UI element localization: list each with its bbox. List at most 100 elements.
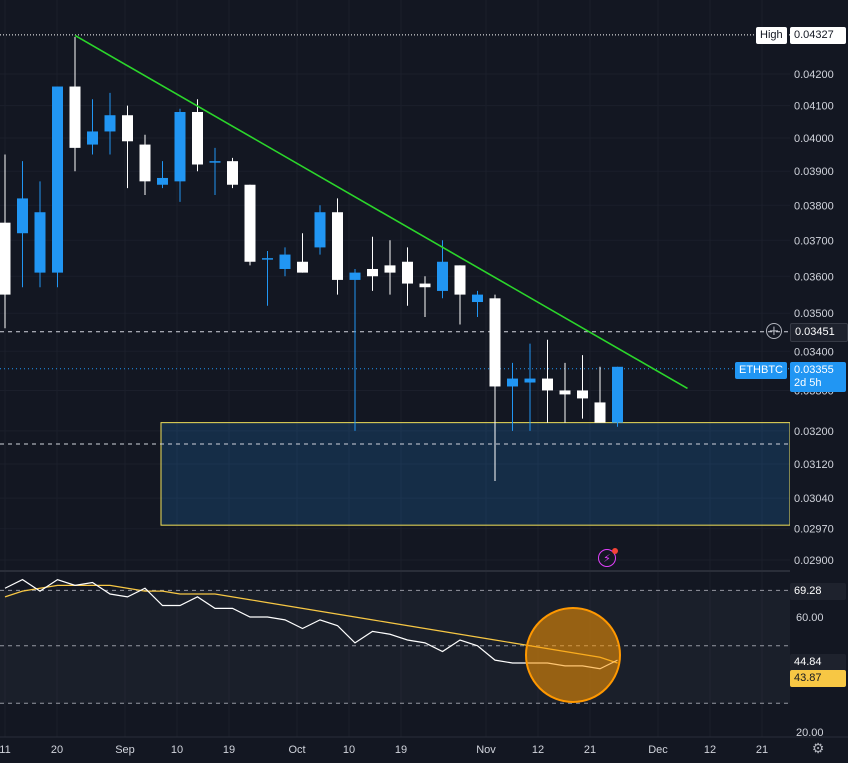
candle (349, 268, 361, 431)
candle (227, 157, 238, 189)
candle-body (472, 294, 483, 303)
candle-body (507, 378, 518, 387)
candle (122, 105, 133, 189)
highlight-circle (525, 607, 621, 703)
candle-body (157, 177, 168, 185)
time-tick-label: Oct (288, 744, 305, 756)
candles (0, 37, 623, 481)
candle (472, 290, 483, 317)
candle-body (489, 298, 501, 387)
time-tick-label: 21 (584, 744, 596, 756)
candle-body (314, 212, 326, 248)
symbol-label: ETHBTC (735, 362, 787, 379)
candle-body (349, 272, 361, 280)
time-tick-label: 10 (171, 744, 183, 756)
time-tick-label: 12 (532, 744, 544, 756)
candle (612, 366, 623, 427)
time-tick-label: Dec (648, 744, 668, 756)
flash-icon[interactable]: ⚡ (598, 549, 616, 567)
candle (437, 240, 448, 299)
candle (244, 184, 256, 266)
candle-body (192, 112, 203, 165)
time-tick-label: 10 (343, 744, 355, 756)
rsi-tick-label: 60.00 (796, 612, 824, 624)
price-tick-label: 0.03200 (794, 426, 834, 438)
candle-body (139, 144, 151, 182)
time-tick-label: 12 (704, 744, 716, 756)
candle-body (69, 86, 81, 148)
price-tick-label: 0.03120 (794, 459, 834, 471)
time-tick-label: 19 (223, 744, 235, 756)
candle-body (437, 261, 448, 291)
add-alert-icon[interactable]: + (766, 323, 782, 339)
candle (34, 181, 46, 288)
reference-lines (0, 34, 790, 445)
price-tick-label: 0.03500 (794, 308, 834, 320)
candle-body (594, 402, 606, 423)
candle-body (0, 222, 11, 295)
rsi-value-label: 44.84 (790, 654, 846, 671)
candle-body (122, 115, 133, 142)
candle (384, 240, 396, 295)
price-tick-label: 0.02970 (794, 524, 834, 536)
candle-body (227, 161, 238, 185)
price-tick-label: 0.03800 (794, 200, 834, 212)
candle (524, 343, 536, 431)
price-tick-label: 0.03040 (794, 493, 834, 505)
settings-icon[interactable]: ⚙ (811, 741, 825, 757)
price-tick-label: 0.02900 (794, 555, 834, 567)
high-value: 0.04327 (790, 27, 846, 44)
time-tick-label: 21 (756, 744, 768, 756)
candle (209, 147, 221, 195)
rsi-pane (0, 578, 790, 704)
time-tick-label: 19 (395, 744, 407, 756)
candle (69, 37, 81, 172)
time-tick-label: Nov (476, 744, 496, 756)
rsi-level-label: 69.28 (790, 583, 846, 600)
candle (489, 294, 501, 481)
time-tick-label: 20 (51, 744, 63, 756)
candle-body (174, 112, 186, 182)
price-tick-label: 0.04000 (794, 133, 834, 145)
candle-body (612, 366, 623, 423)
last-price-label: 0.03355 2d 5h (790, 362, 846, 392)
demand-zone (160, 422, 791, 526)
candle (314, 205, 326, 255)
candle (542, 339, 553, 423)
candle (0, 154, 11, 329)
candle (87, 99, 98, 155)
time-axis: 11 20 Sep 10 19 Oct 10 19 Nov 12 21 Dec 12 21 (0, 736, 848, 756)
candle (104, 92, 116, 155)
candle (507, 362, 518, 431)
countdown: 2d 5h (794, 377, 822, 389)
candle (174, 108, 186, 202)
candle-body (577, 390, 588, 399)
candle (454, 265, 466, 325)
candle-body (17, 198, 28, 234)
price-tick-label: 0.03400 (794, 346, 834, 358)
candle-body (419, 283, 431, 288)
candle (594, 366, 606, 423)
candle-body (87, 131, 98, 145)
rsi-ma-line (4, 584, 618, 664)
candle-body (332, 212, 343, 280)
price-tick-label: 0.03700 (794, 235, 834, 247)
candle-body (454, 265, 466, 295)
candle-body (104, 115, 116, 132)
candle-body (34, 212, 46, 273)
high-label: High (756, 27, 787, 44)
zone-box (160, 422, 791, 526)
price-tick-label: 0.03600 (794, 271, 834, 283)
candle (559, 362, 571, 423)
candle (262, 250, 273, 306)
candle (332, 198, 343, 295)
price-tick-label: 0.03900 (794, 166, 834, 178)
rsi-line (4, 578, 618, 670)
candle (367, 236, 378, 291)
candle (577, 355, 588, 419)
candle (279, 247, 291, 277)
candle-body (367, 268, 378, 277)
candle (52, 86, 63, 288)
candle (402, 247, 413, 306)
